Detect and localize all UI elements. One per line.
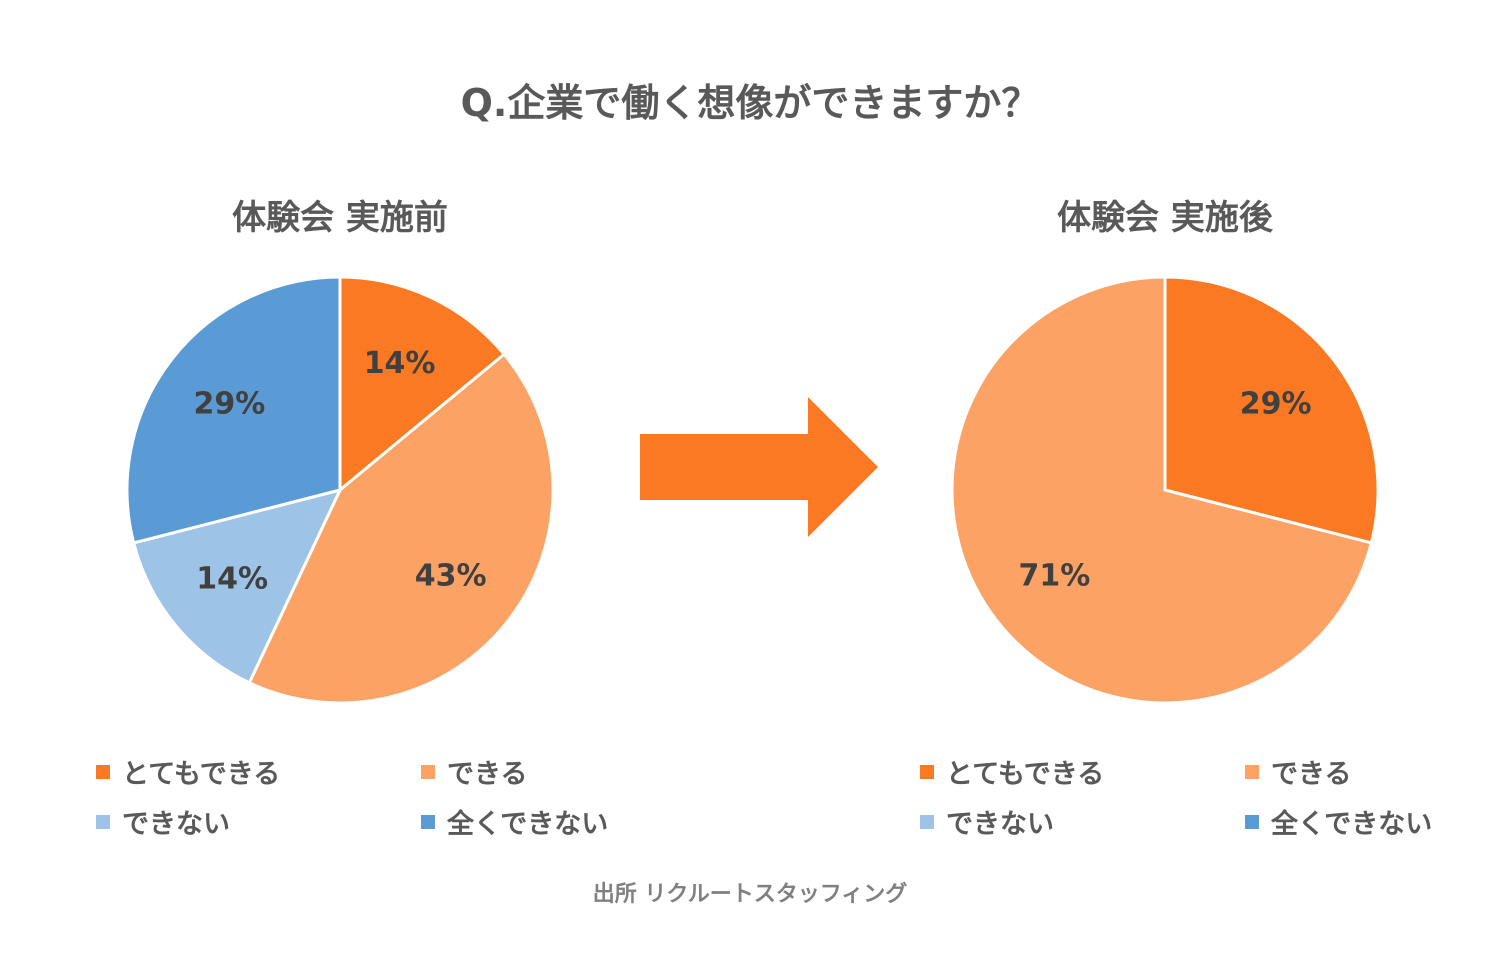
legend-label: できない	[122, 809, 230, 840]
pie-slice	[247, 352, 555, 705]
source-text: 出所 リクルートスタッフィング	[592, 882, 908, 907]
legend-item: できる	[421, 752, 527, 791]
legend-label: できる	[1271, 759, 1352, 790]
legend-label: 全くできない	[447, 809, 609, 840]
legend-item: とてもできる	[96, 752, 280, 791]
legend-label: 全くできない	[1271, 809, 1433, 840]
legend-item: 全くできない	[421, 802, 608, 841]
chart-title-before: 体験会 実施前	[232, 198, 448, 238]
chart-title-after: 体験会 実施後	[1057, 198, 1273, 238]
legend-label: できる	[447, 759, 528, 790]
legend-item: できる	[1245, 752, 1351, 791]
data-label: 14%	[196, 562, 268, 597]
legend-swatch	[920, 764, 934, 779]
legend-item: 全くできない	[1245, 802, 1432, 841]
pie-slice	[950, 275, 1374, 705]
legend-before: とてもできる できる できない 全くできない	[96, 752, 696, 862]
pie-slice	[338, 275, 507, 494]
legend-after: とてもできる できる できない 全くできない	[920, 752, 1500, 862]
main-title: Q.企業で働く想像ができますか？	[460, 81, 1040, 125]
legend-swatch	[96, 764, 110, 779]
legend-label: とてもできる	[122, 759, 281, 790]
legend-swatch	[96, 814, 110, 829]
right-arrow-icon	[640, 397, 878, 537]
pie-chart-after: 29% 71%	[950, 275, 1380, 705]
legend-swatch	[1245, 814, 1259, 829]
data-label: 29%	[1240, 387, 1312, 422]
data-label: 29%	[193, 387, 265, 422]
legend-label: とてもできる	[946, 759, 1105, 790]
legend-swatch	[1245, 764, 1259, 779]
data-label: 71%	[1018, 558, 1090, 593]
legend-swatch	[421, 764, 435, 779]
data-label: 14%	[364, 346, 436, 381]
pie-slice	[125, 275, 342, 545]
legend-item: とてもできる	[920, 752, 1104, 791]
pie-slice	[131, 487, 343, 685]
legend-swatch	[920, 814, 934, 829]
pie-slice	[1163, 275, 1380, 545]
legend-label: できない	[946, 809, 1054, 840]
legend-item: できない	[920, 802, 1054, 841]
legend-swatch	[421, 814, 435, 829]
legend-item: できない	[96, 802, 230, 841]
pie-chart-before: 14% 43% 14% 29%	[125, 275, 555, 705]
data-label: 43%	[415, 558, 487, 593]
